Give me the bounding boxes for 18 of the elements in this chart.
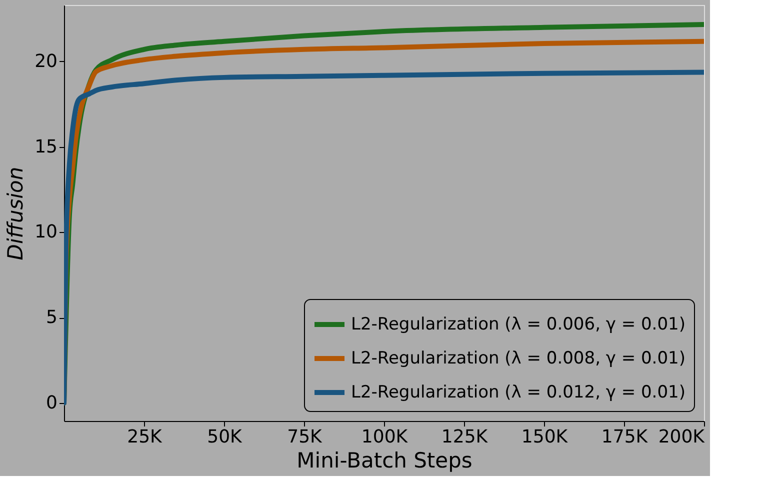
x-tick-label: 175K xyxy=(601,426,649,448)
x-tick-label: 50K xyxy=(207,426,244,448)
x-tick-label: 75K xyxy=(287,426,324,448)
x-tick-label: 25K xyxy=(127,426,164,448)
y-tick-label: 20 xyxy=(34,50,58,72)
x-tick-label: 150K xyxy=(521,426,569,448)
x-tick-label: 200K xyxy=(658,426,706,448)
y-tick-label: 5 xyxy=(46,307,58,328)
legend-label: L2-Regularization (λ = 0.008, γ = 0.01) xyxy=(351,348,686,368)
y-tick-label: 0 xyxy=(46,392,58,414)
legend-label: L2-Regularization (λ = 0.006, γ = 0.01) xyxy=(351,314,686,334)
x-tick-label: 100K xyxy=(361,426,409,448)
legend-label: L2-Regularization (λ = 0.012, γ = 0.01) xyxy=(351,382,686,402)
y-tick-label: 10 xyxy=(34,222,58,243)
x-tick-label: 125K xyxy=(441,426,489,448)
x-axis-title: Mini-Batch Steps xyxy=(296,448,472,472)
y-tick-label: 15 xyxy=(34,136,58,158)
y-axis-title: Diffusion xyxy=(4,166,28,260)
